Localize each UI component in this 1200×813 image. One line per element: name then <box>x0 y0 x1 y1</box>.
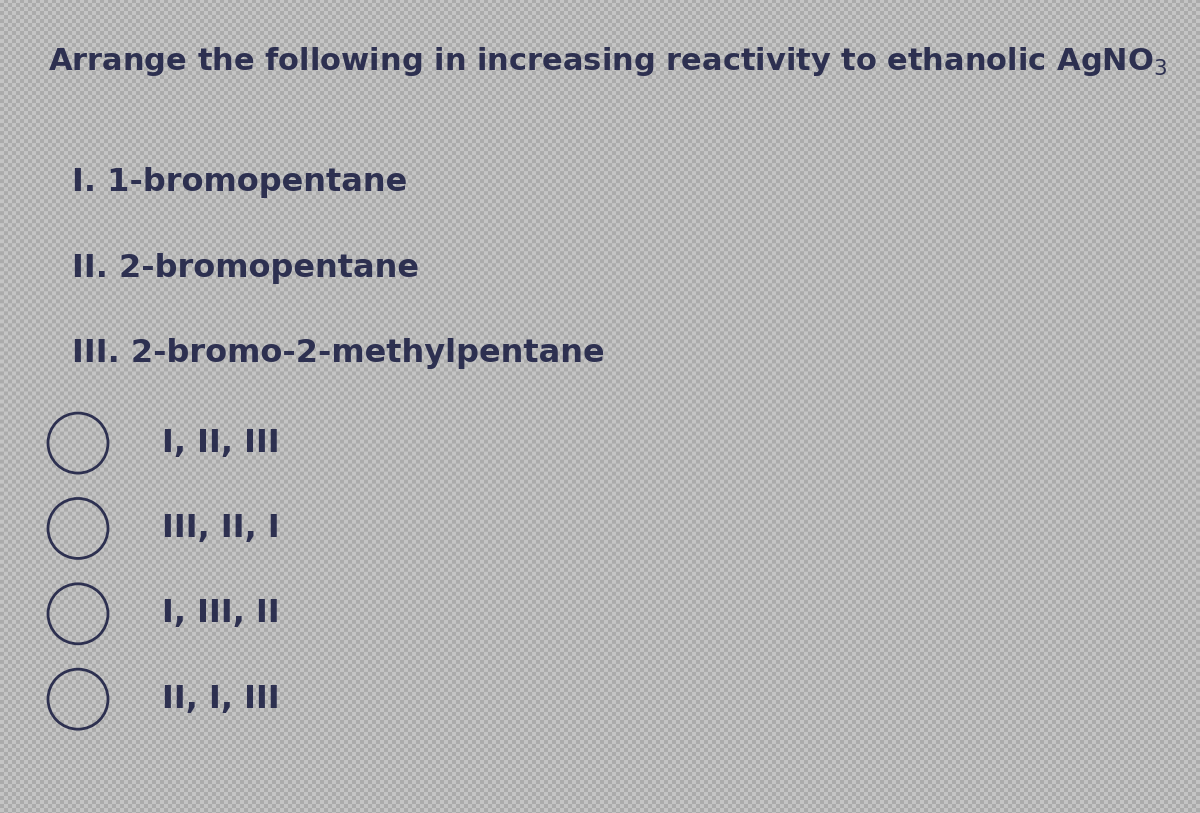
Text: II, I, III: II, I, III <box>162 684 280 715</box>
Text: III. 2-bromo-2-methylpentane: III. 2-bromo-2-methylpentane <box>72 338 605 369</box>
Text: Arrange the following in increasing reactivity to ethanolic AgNO$_3$: Arrange the following in increasing reac… <box>48 45 1168 78</box>
Text: I, III, II: I, III, II <box>162 598 280 629</box>
Text: I. 1-bromopentane: I. 1-bromopentane <box>72 167 407 198</box>
Text: II. 2-bromopentane: II. 2-bromopentane <box>72 253 419 284</box>
Text: I, II, III: I, II, III <box>162 428 280 459</box>
Text: III, II, I: III, II, I <box>162 513 280 544</box>
